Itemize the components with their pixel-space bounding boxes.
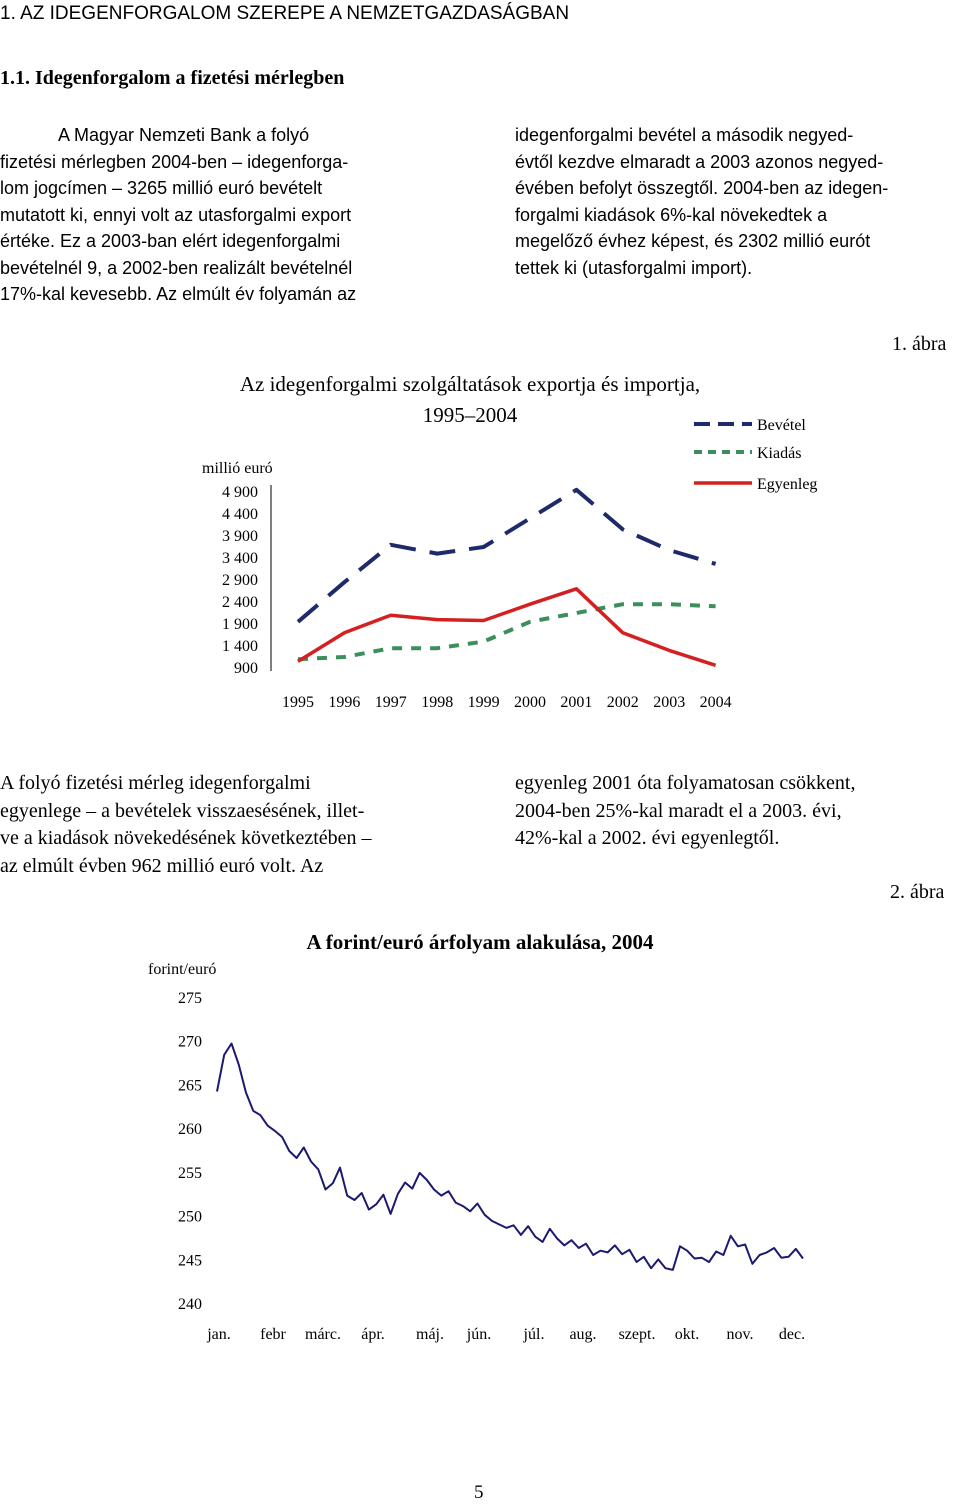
x-tick-label: szept. [619, 1326, 656, 1343]
y-tick-label: 245 [178, 1252, 202, 1269]
legend-label: Bevétel [757, 417, 806, 434]
text-line: bevételnél 9, a 2002-ben realizált bevét… [0, 257, 353, 278]
y-tick-label: 2 900 [222, 572, 258, 589]
figure-1-label: 1. ábra [892, 333, 947, 355]
text-line: ve a kiadások növekedésének következtébe… [0, 827, 372, 849]
figure-2-title: A forint/euró árfolyam alakulása, 2004 [306, 930, 654, 954]
y-tick-label: 3 900 [222, 528, 258, 545]
y-tick-label: 275 [178, 990, 202, 1007]
figure-2-chart: forint/euró 275 270 265 260 255 250 245 240 jan… [148, 961, 805, 1343]
series-line-bevétel [296, 487, 717, 624]
figure-2-label: 2. ábra [890, 881, 945, 903]
text-line: értéke. Ez a 2003-ban elért idegenforgal… [0, 231, 341, 251]
x-tick-label: márc. [305, 1326, 341, 1343]
exchange-rate-line [216, 1042, 804, 1271]
x-tick-label: 1999 [468, 694, 500, 711]
y-tick-label: 4 400 [222, 506, 258, 523]
y-tick-label: 1 900 [222, 616, 258, 633]
text-line: fizetési mérlegben 2004-ben – idegenforg… [0, 151, 349, 172]
text-line: évtől kezdve elmaradt a 2003 azonos negy… [515, 151, 884, 172]
text-line: 42%-kal a 2002. évi egyenlegtől. [515, 827, 780, 849]
x-tick-label: 2003 [653, 694, 685, 711]
text-line: forgalmi kiadások 6%-kal növekedtek a [515, 204, 828, 225]
x-tick-label: febr [260, 1326, 286, 1343]
y-tick-label: 900 [234, 660, 258, 677]
y-tick-label: 3 400 [222, 550, 258, 567]
x-tick-label: 2001 [560, 694, 592, 711]
x-tick-label: máj. [416, 1326, 444, 1343]
y-axis-unit-label: millió euró [202, 460, 273, 477]
y-tick-label: 2 400 [222, 594, 258, 611]
legend-label: Kiadás [757, 445, 801, 462]
text-line: idegenforgalmi bevétel a második negyed- [515, 125, 854, 145]
text-line: A Magyar Nemzeti Bank a folyó [58, 125, 310, 145]
x-tick-label: jún. [466, 1326, 491, 1343]
text-line: A folyó fizetési mérleg idegenforgalmi [0, 772, 311, 794]
text-line: mutatott ki, ennyi volt az utasforgalmi … [0, 204, 352, 225]
text-line: 2004-ben 25%-kal maradt el a 2003. évi, [515, 799, 842, 822]
figure-1-title-line2: 1995–2004 [422, 403, 518, 427]
paragraph-1-right: idegenforgalmi bevétel a második negyed-… [515, 122, 958, 281]
x-tick-label: aug. [569, 1326, 596, 1343]
x-tick-label: júl. [523, 1326, 545, 1343]
x-tick-label: ápr. [361, 1326, 385, 1343]
series-line-kiadás [297, 602, 716, 662]
x-tick-label: nov. [727, 1326, 754, 1343]
text-line: 17%-kal kevesebb. Az elmúlt év folyamán … [0, 284, 357, 304]
x-tick-label: jan. [206, 1326, 231, 1343]
y-tick-label: 250 [178, 1209, 202, 1226]
figure-1-title-line1: Az idegenforgalmi szolgáltatások exportj… [239, 372, 701, 396]
paragraph-2-right: egyenleg 2001 óta folyamatosan csökkent,… [515, 770, 958, 853]
x-tick-label: 1995 [282, 694, 314, 711]
y-tick-label: 270 [178, 1034, 202, 1051]
text-line: tettek ki (utasforgalmi import). [515, 257, 753, 278]
legend-label: Egyenleg [757, 476, 817, 493]
y-tick-label: 255 [178, 1165, 202, 1182]
x-tick-label: 2004 [700, 694, 732, 711]
series-line-egyenleg [297, 587, 717, 667]
x-tick-label: 2000 [514, 694, 546, 711]
paragraph-2-left: A folyó fizetési mérleg idegenforgalmi e… [0, 770, 446, 880]
x-tick-label: dec. [779, 1326, 805, 1343]
text-line: egyenlege – a bevételek visszaesésének, … [0, 799, 365, 822]
text-line: az elmúlt évben 962 millió euró volt. Az [0, 854, 324, 877]
x-tick-label: 1997 [375, 694, 407, 711]
text-line: évében befolyt összegtől. 2004-ben az id… [515, 178, 889, 198]
figure-1-chart: millió euró 4 900 4 400 3 900 3 400 2 900 2 4… [202, 417, 817, 711]
x-tick-label: 1998 [421, 694, 453, 711]
x-tick-label: 2002 [607, 694, 639, 711]
paragraph-1-left: A Magyar Nemzeti Bank a folyó fizetési m… [0, 122, 446, 308]
x-tick-label: okt. [675, 1326, 699, 1343]
page-number: 5 [474, 1482, 484, 1503]
chapter-heading: 1. AZ IDEGENFORGALOM SZEREPE A NEMZETGAZ… [0, 3, 570, 24]
text-line: lom jogcímen – 3265 millió euró bevételt [0, 178, 323, 198]
y-tick-label: 4 900 [222, 484, 258, 501]
text-line: megelőző évhez képest, és 2302 millió eu… [515, 231, 871, 251]
y-tick-label: 260 [178, 1121, 202, 1138]
y-tick-label: 240 [178, 1296, 202, 1313]
y-axis-unit-label: forint/euró [148, 961, 216, 978]
y-tick-label: 1 400 [222, 638, 258, 655]
section-heading: 1.1. Idegenforgalom a fizetési mérlegben [0, 67, 345, 89]
x-tick-label: 1996 [328, 694, 360, 711]
y-tick-label: 265 [178, 1077, 202, 1094]
text-line: egyenleg 2001 óta folyamatosan csökkent, [515, 772, 856, 794]
